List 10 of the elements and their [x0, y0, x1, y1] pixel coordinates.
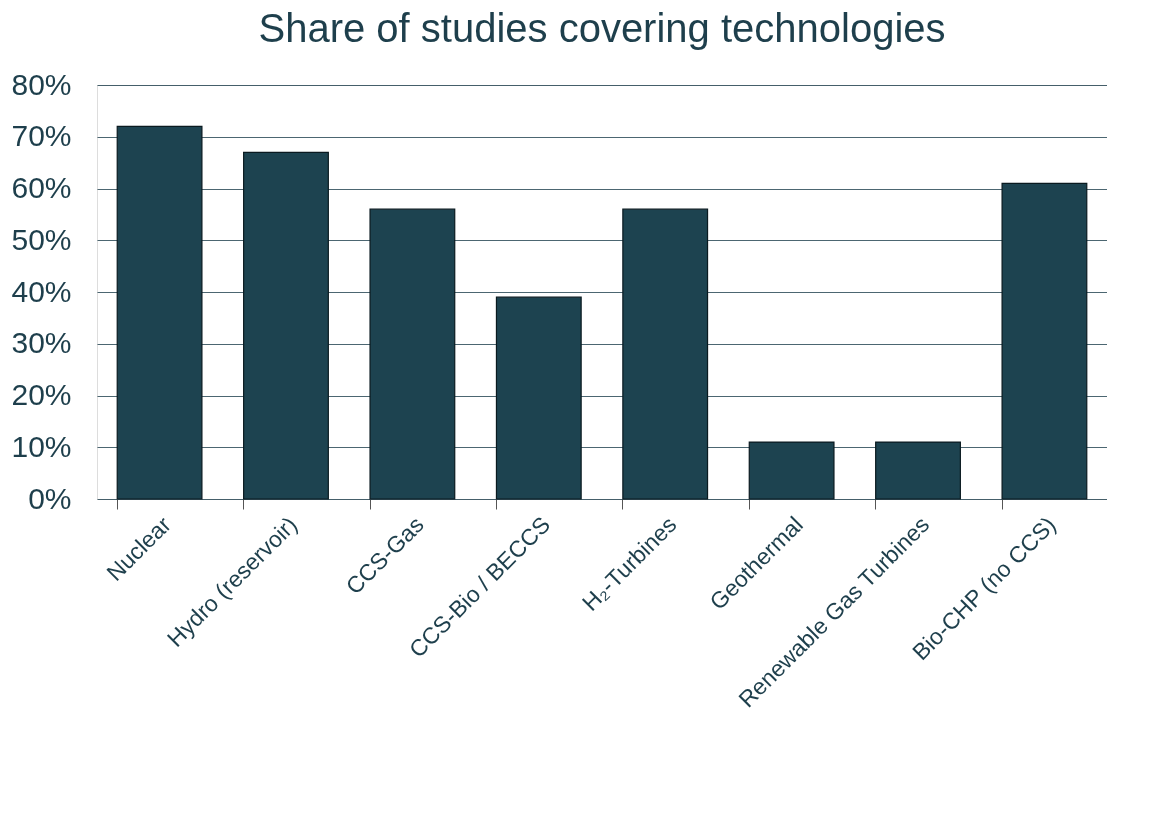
y-tick-label: 60%: [11, 171, 72, 204]
y-tick-label: 0%: [28, 481, 72, 515]
y-tick-label: 40%: [11, 274, 72, 308]
y-tick-label: 30%: [11, 326, 72, 360]
y-tick-label: 10%: [11, 429, 72, 463]
y-tick-label: 50%: [11, 222, 72, 256]
y-tick-label: 70%: [11, 119, 72, 153]
chart-title: Share of studies covering technologies: [258, 6, 946, 50]
y-tick-label: 80%: [11, 67, 72, 101]
y-tick-label: 20%: [11, 378, 72, 411]
